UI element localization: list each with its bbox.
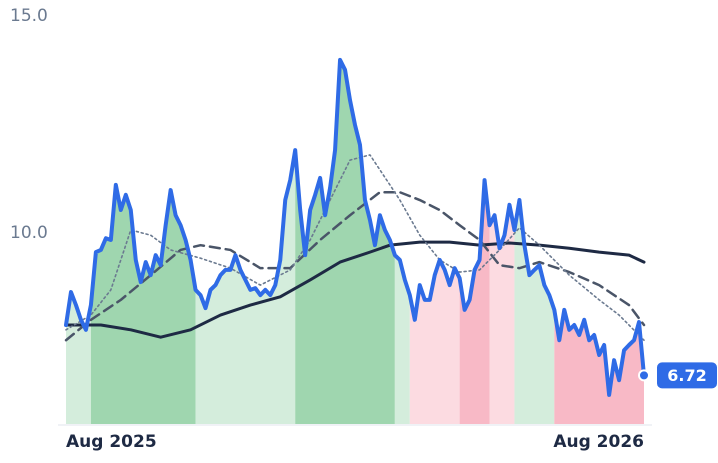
y-tick-label: 15.0 [10, 6, 48, 26]
x-tick-label: Aug 2026 [553, 432, 644, 452]
line-series [64, 240, 646, 339]
last-value-label: 6.72 [667, 366, 706, 385]
band [90, 184, 196, 424]
band [195, 150, 296, 425]
line-series [65, 154, 645, 342]
x-tick-label: Aug 2025 [66, 432, 157, 452]
line-series [64, 57, 646, 397]
band [394, 255, 410, 424]
band [554, 309, 644, 424]
last-value-dot [638, 369, 650, 382]
band [514, 200, 555, 424]
last-value-badge [657, 362, 717, 389]
line-series [64, 190, 646, 342]
band [295, 59, 395, 425]
y-tick-label: 10.0 [10, 223, 48, 243]
band [409, 259, 460, 424]
